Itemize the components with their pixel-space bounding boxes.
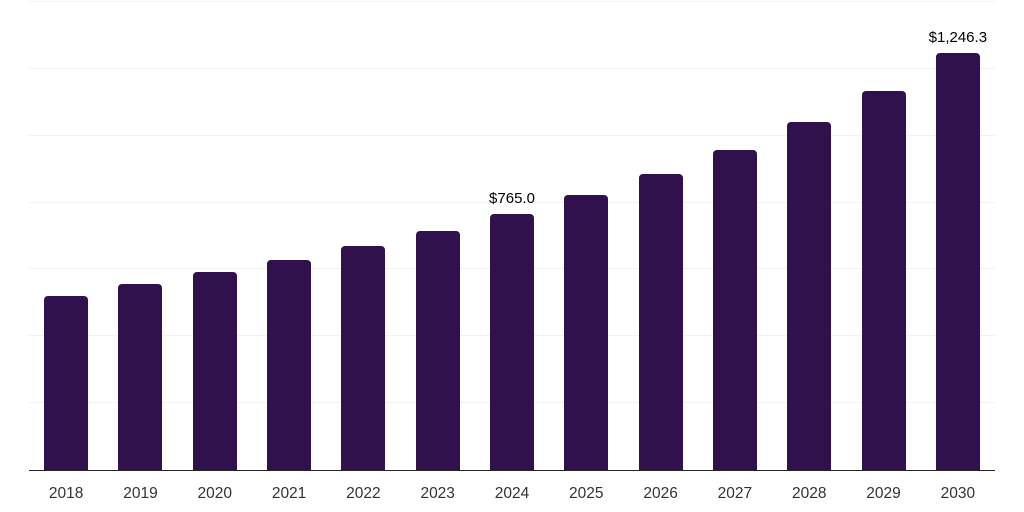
bar-2027	[712, 149, 757, 470]
gridline-1000	[29, 134, 995, 136]
x-tick-2028: 2028	[791, 485, 827, 502]
bar-2023	[415, 231, 460, 470]
bar-2030	[935, 53, 980, 470]
x-tick-2030: 2030	[940, 485, 976, 502]
x-tick-2024: 2024	[494, 485, 530, 502]
gridline-800	[29, 201, 995, 203]
data-label-2030: $1,246.3	[928, 29, 988, 47]
gridline-1200	[29, 67, 995, 69]
bar-2025	[564, 195, 609, 470]
x-axis-labels: 2018 2019 2020 2021 2022 2023 2024 2025 2026 2027…	[29, 485, 995, 505]
bar-2020	[192, 272, 237, 470]
bar-2021	[267, 260, 312, 470]
plot-area: $765.0 $1,246.3	[29, 1, 995, 471]
bar-2018	[44, 295, 89, 470]
x-tick-2027: 2027	[717, 485, 753, 502]
x-tick-2021: 2021	[271, 485, 307, 502]
x-tick-2019: 2019	[123, 485, 158, 502]
x-tick-2018: 2018	[48, 485, 84, 502]
bar-2028	[787, 122, 832, 470]
x-tick-2020: 2020	[197, 485, 233, 502]
bar-2022	[341, 246, 386, 470]
x-tick-2023: 2023	[420, 485, 455, 502]
bar-2024	[490, 214, 534, 470]
data-label-2024: $765.0	[489, 190, 535, 208]
x-tick-2029: 2029	[866, 485, 901, 502]
bar-2029	[861, 91, 906, 470]
x-tick-2022: 2022	[346, 485, 381, 502]
gridline-1400	[29, 1, 995, 2]
x-tick-2026: 2026	[643, 485, 678, 502]
bar-2019	[118, 284, 163, 470]
bar-2026	[638, 173, 683, 470]
x-tick-2025: 2025	[569, 485, 604, 502]
